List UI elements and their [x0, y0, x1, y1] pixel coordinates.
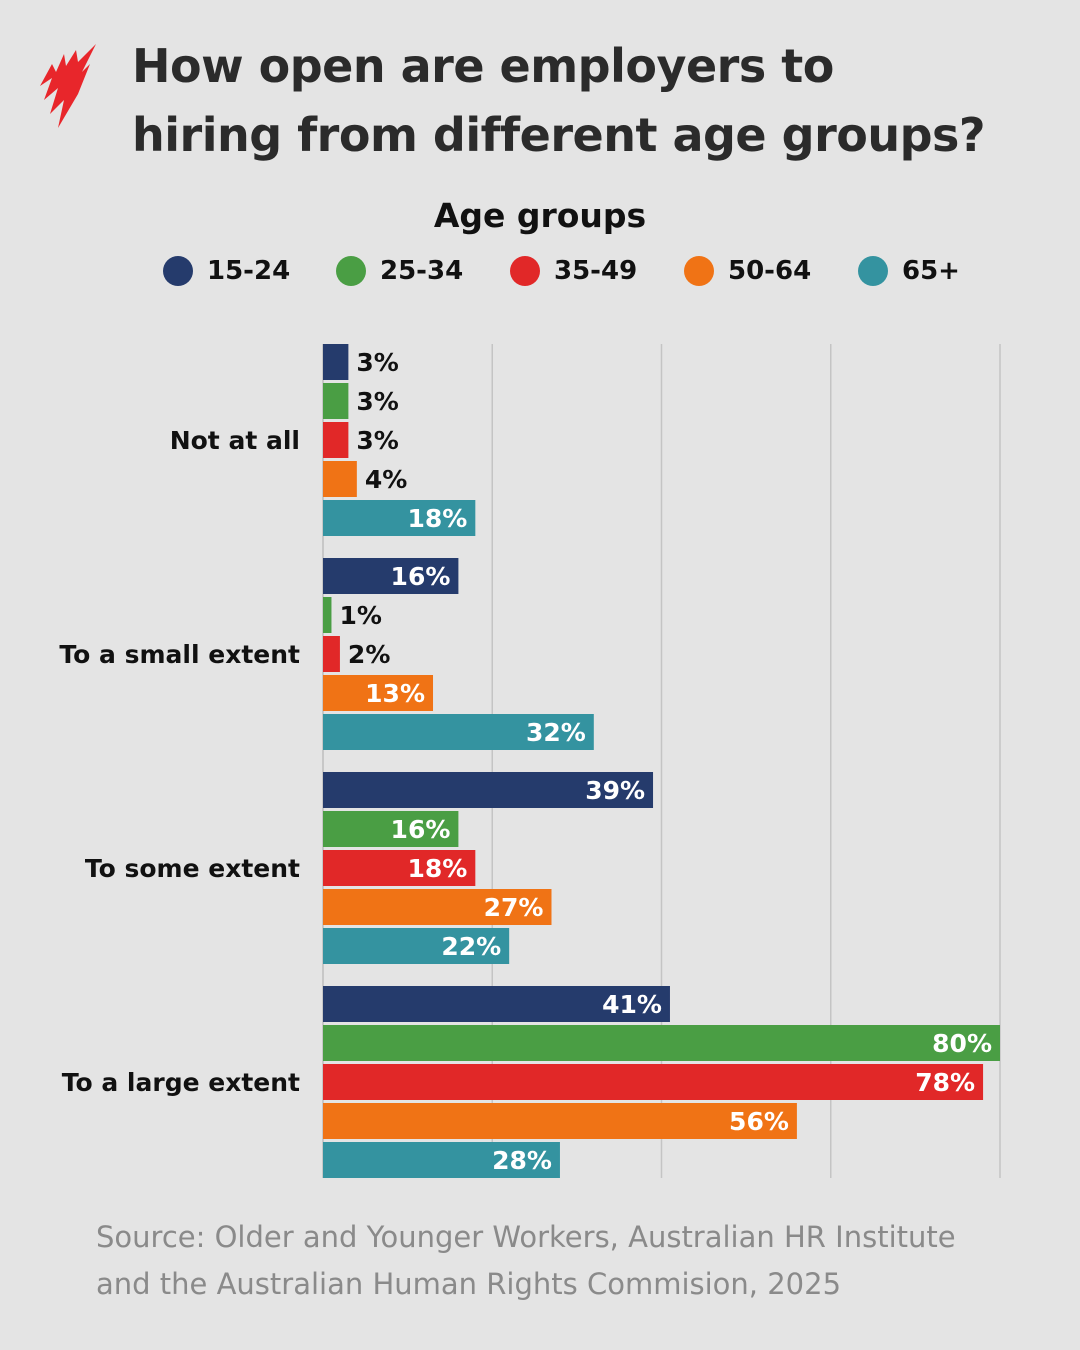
bar-65+: [323, 1142, 560, 1178]
legend-item-35-49: 35-49: [510, 256, 637, 286]
data-label: 80%: [932, 1029, 992, 1058]
bar-25-34: [323, 811, 459, 847]
bar-15-24: [323, 558, 459, 594]
data-label: 4%: [365, 465, 407, 494]
sbs-logo-icon: [40, 44, 96, 128]
data-label: 32%: [526, 718, 586, 747]
category-label: To a large extent: [62, 1068, 300, 1097]
bar-15-24: [323, 986, 670, 1022]
category-label: To some extent: [85, 854, 300, 883]
legend-dot-icon: [163, 256, 193, 286]
legend: 15-24 25-34 35-49 50-64 65+: [0, 256, 1080, 292]
category-label: To a small extent: [59, 640, 300, 669]
title-line-1: How open are employers to: [132, 39, 834, 93]
data-label: 27%: [484, 893, 544, 922]
source-line-2: and the Australian Human Rights Commisio…: [96, 1267, 842, 1301]
legend-dot-icon: [510, 256, 540, 286]
category-label: Not at all: [170, 426, 300, 455]
bar-50-64: [323, 1103, 797, 1139]
bar-35-49: [323, 1064, 984, 1100]
bar-50-64: [323, 889, 552, 925]
data-label: 18%: [407, 854, 467, 883]
data-label: 18%: [407, 504, 467, 533]
source-note: Source: Older and Younger Workers, Austr…: [96, 1214, 956, 1308]
data-label: 41%: [602, 990, 662, 1019]
bar-65+: [323, 500, 476, 536]
data-label: 39%: [585, 776, 645, 805]
data-label: 56%: [729, 1107, 789, 1136]
bar-15-24: [323, 344, 349, 380]
legend-label: 50-64: [728, 256, 812, 286]
data-label: 13%: [365, 679, 425, 708]
chart-title: How open are employers to hiring from di…: [132, 32, 986, 170]
legend-label: 65+: [902, 256, 960, 286]
bar-50-64: [323, 675, 434, 711]
title-line-2: hiring from different age groups?: [132, 108, 986, 162]
bar-15-24: [323, 772, 654, 808]
data-label: 22%: [441, 932, 501, 961]
bar-65+: [323, 714, 594, 750]
data-label: 16%: [391, 815, 451, 844]
legend-dot-icon: [684, 256, 714, 286]
legend-dot-icon: [336, 256, 366, 286]
legend-item-25-34: 25-34: [336, 256, 463, 286]
data-label: 3%: [356, 426, 398, 455]
bar-65+: [323, 928, 510, 964]
bar-50-64: [323, 461, 357, 497]
legend-title: Age groups: [433, 196, 647, 235]
legend-label: 25-34: [380, 256, 464, 286]
legend-item-50-64: 50-64: [684, 256, 811, 286]
bar-35-49: [323, 636, 340, 672]
legend-item-15-24: 15-24: [163, 256, 290, 286]
bar-35-49: [323, 850, 476, 886]
data-label: 3%: [356, 387, 398, 416]
legend-label: 35-49: [554, 256, 638, 286]
source-line-1: Source: Older and Younger Workers, Austr…: [96, 1220, 956, 1254]
data-label: 16%: [391, 562, 451, 591]
bar-25-34: [323, 383, 349, 419]
data-label: 1%: [339, 601, 381, 630]
legend-dot-icon: [858, 256, 888, 286]
data-label: 28%: [492, 1146, 552, 1175]
data-label: 3%: [356, 348, 398, 377]
bar-35-49: [323, 422, 349, 458]
legend-item-65+: 65+: [858, 256, 960, 286]
data-label: 2%: [348, 640, 390, 669]
data-label: 78%: [915, 1068, 975, 1097]
legend-label: 15-24: [207, 256, 291, 286]
bar-25-34: [323, 1025, 1000, 1061]
bar-25-34: [323, 597, 332, 633]
